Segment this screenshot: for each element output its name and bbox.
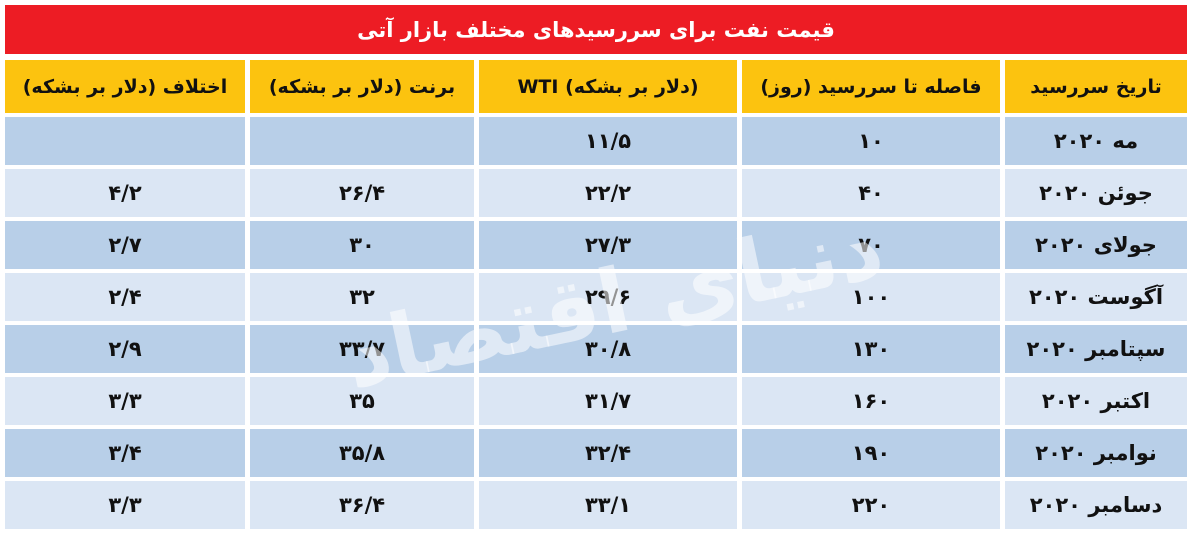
cell-wti: ۳۲/۴ [479,429,737,477]
cell-brent [250,117,474,165]
cell-wti: ۳۱/۷ [479,377,737,425]
cell-maturity: آگوست ۲۰۲۰ [1005,273,1187,321]
cell-difference: ۲/۹ [5,325,245,373]
cell-wti: ۲۷/۳ [479,221,737,269]
cell-brent: ۳۳/۷ [250,325,474,373]
table-row: نوامبر ۲۰۲۰ ۱۹۰ ۳۲/۴ ۳۵/۸ ۳/۴ [5,429,1187,477]
header-row: تاریخ سررسید فاصله تا سررسید (روز) WTI (… [5,60,1187,113]
cell-brent: ۳۰ [250,221,474,269]
table-row: مه ۲۰۲۰ ۱۰ ۱۱/۵ [5,117,1187,165]
cell-difference: ۴/۲ [5,169,245,217]
cell-difference: ۲/۴ [5,273,245,321]
cell-days: ۲۲۰ [742,481,1000,529]
table-row: اکتبر ۲۰۲۰ ۱۶۰ ۳۱/۷ ۳۵ ۳/۳ [5,377,1187,425]
cell-brent: ۳۲ [250,273,474,321]
table-title: قیمت نفت برای سررسیدهای مختلف بازار آتی [5,5,1187,54]
header-maturity-date: تاریخ سررسید [1005,60,1187,113]
table-row: جوئن ۲۰۲۰ ۴۰ ۲۲/۲ ۲۶/۴ ۴/۲ [5,169,1187,217]
cell-days: ۱۹۰ [742,429,1000,477]
cell-difference: ۳/۴ [5,429,245,477]
cell-difference: ۲/۷ [5,221,245,269]
table-row: سپتامبر ۲۰۲۰ ۱۳۰ ۳۰/۸ ۳۳/۷ ۲/۹ [5,325,1187,373]
cell-brent: ۲۶/۴ [250,169,474,217]
cell-brent: ۳۵/۸ [250,429,474,477]
cell-wti: ۱۱/۵ [479,117,737,165]
cell-brent: ۳۵ [250,377,474,425]
cell-days: ۱۶۰ [742,377,1000,425]
cell-days: ۱۳۰ [742,325,1000,373]
cell-brent: ۳۶/۴ [250,481,474,529]
cell-maturity: سپتامبر ۲۰۲۰ [1005,325,1187,373]
cell-difference: ۳/۳ [5,377,245,425]
oil-price-table: قیمت نفت برای سررسیدهای مختلف بازار آتی … [5,5,1187,535]
cell-wti: ۳۳/۱ [479,481,737,529]
cell-maturity: جولای ۲۰۲۰ [1005,221,1187,269]
header-brent: برنت (دلار بر بشکه) [250,60,474,113]
cell-maturity: اکتبر ۲۰۲۰ [1005,377,1187,425]
cell-wti: ۲۹/۶ [479,273,737,321]
header-days-to-maturity: فاصله تا سررسید (روز) [742,60,1000,113]
cell-difference: ۳/۳ [5,481,245,529]
cell-maturity: نوامبر ۲۰۲۰ [1005,429,1187,477]
cell-days: ۱۰۰ [742,273,1000,321]
header-wti: WTI (دلار بر بشکه) [479,60,737,113]
cell-difference [5,117,245,165]
cell-maturity: جوئن ۲۰۲۰ [1005,169,1187,217]
cell-days: ۱۰ [742,117,1000,165]
header-difference: اختلاف (دلار بر بشکه) [5,60,245,113]
cell-days: ۷۰ [742,221,1000,269]
cell-wti: ۳۰/۸ [479,325,737,373]
cell-maturity: مه ۲۰۲۰ [1005,117,1187,165]
table-row: آگوست ۲۰۲۰ ۱۰۰ ۲۹/۶ ۳۲ ۲/۴ [5,273,1187,321]
cell-maturity: دسامبر ۲۰۲۰ [1005,481,1187,529]
cell-days: ۴۰ [742,169,1000,217]
cell-wti: ۲۲/۲ [479,169,737,217]
table-row: جولای ۲۰۲۰ ۷۰ ۲۷/۳ ۳۰ ۲/۷ [5,221,1187,269]
table-row: دسامبر ۲۰۲۰ ۲۲۰ ۳۳/۱ ۳۶/۴ ۳/۳ [5,481,1187,529]
